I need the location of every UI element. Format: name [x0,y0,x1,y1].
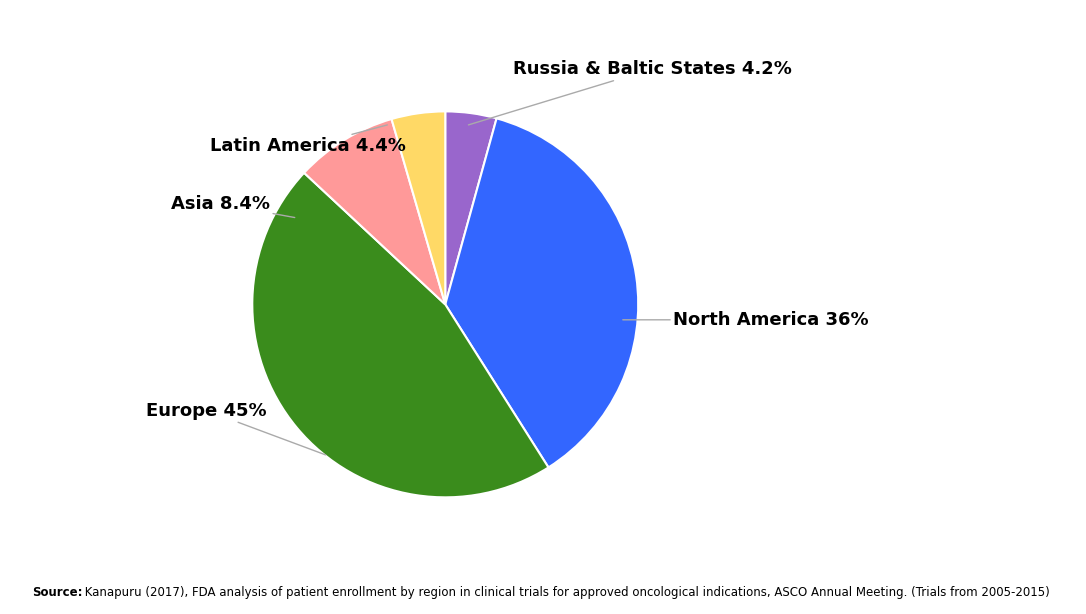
Wedge shape [445,111,496,305]
Text: Russia & Baltic States 4.2%: Russia & Baltic States 4.2% [468,60,792,125]
Text: Asia 8.4%: Asia 8.4% [172,195,294,217]
Wedge shape [304,119,445,305]
Text: Europe 45%: Europe 45% [147,402,326,455]
Wedge shape [392,111,445,305]
Text: Source:: Source: [33,586,84,599]
Text: North America 36%: North America 36% [622,311,869,329]
Wedge shape [445,119,639,467]
Text: Kanapuru (2017), FDA analysis of patient enrollment by region in clinical trials: Kanapuru (2017), FDA analysis of patient… [81,586,1050,599]
Wedge shape [252,173,548,497]
Text: Latin America 4.4%: Latin America 4.4% [210,125,406,155]
